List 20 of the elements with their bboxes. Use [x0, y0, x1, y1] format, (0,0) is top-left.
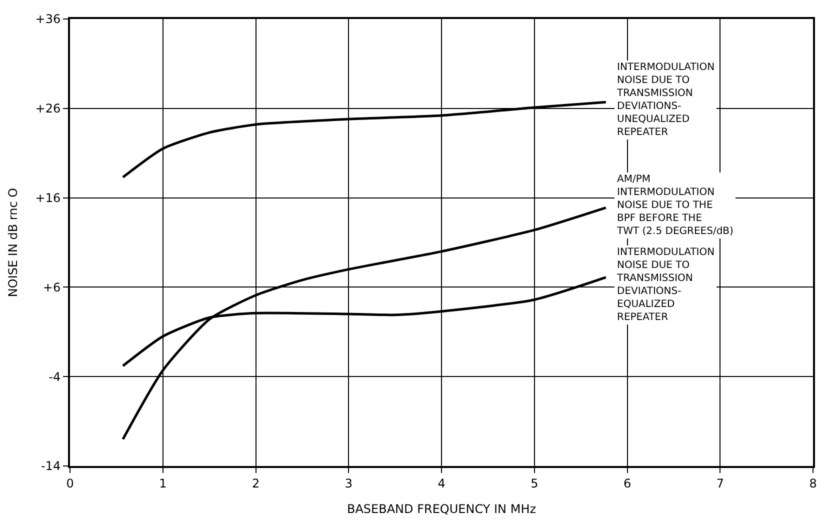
x-tick-label: 8: [809, 476, 817, 490]
y-tick-label: +26: [35, 102, 61, 116]
x-tick-label: 7: [716, 476, 724, 490]
x-tick-label: 1: [159, 476, 167, 490]
y-tick-label: -4: [48, 370, 61, 384]
series-label: AM/PM INTERMODULATION NOISE DUE TO THE BPF BEFORE THE TWT (2.5 DEGREES/dB): [616, 174, 734, 237]
x-tick-label: 0: [66, 476, 74, 490]
series-label: INTERMODULATION NOISE DUE TO TRANSMISSION DEVIATIONS- UNEQUALIZED REPEATER: [616, 62, 715, 138]
x-tick-label: 5: [530, 476, 538, 490]
x-tick-label: 6: [623, 476, 632, 490]
y-tick-label: +16: [35, 191, 61, 205]
x-tick-label: 3: [344, 476, 352, 490]
x-tick-label: 4: [438, 476, 446, 490]
y-tick-label: -14: [40, 459, 61, 474]
x-axis-title: BASEBAND FREQUENCY IN MHz: [346, 502, 536, 516]
series-label: INTERMODULATION NOISE DUE TO TRANSMISSION DEVIATIONS- EQUALIZED REPEATER: [616, 247, 715, 323]
x-tick-label: 2: [252, 476, 260, 490]
y-tick-label: +6: [42, 280, 61, 294]
y-tick-label: +36: [35, 12, 61, 26]
y-axis-title: NOISE IN dB rnc O: [6, 188, 20, 298]
